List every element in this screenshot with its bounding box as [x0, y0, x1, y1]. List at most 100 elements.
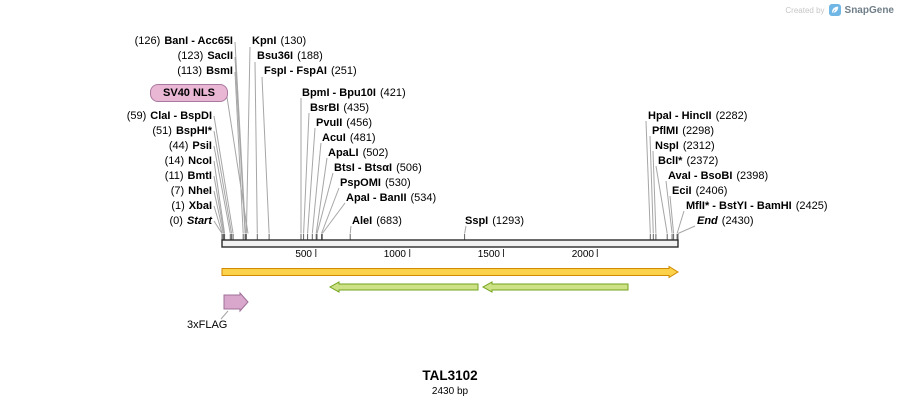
- site-pos: (113): [177, 65, 203, 77]
- site-pos: (44): [168, 140, 189, 152]
- label-bpmi-bpu10i: BpmI - Bpu10I (421): [302, 87, 406, 100]
- label-sspi: SspI (1293): [465, 215, 524, 228]
- label-ncoi: (14) NcoI: [165, 155, 212, 168]
- label-pvuii: PvuII (456): [316, 117, 372, 130]
- map-title: TAL3102: [422, 368, 478, 383]
- ruler-ticks: [315, 249, 598, 257]
- enzyme-name: ApaI - BanII: [346, 192, 407, 204]
- enzyme-name: BpmI - Bpu10I: [302, 87, 376, 99]
- created-by-text: Created by: [785, 5, 825, 15]
- label-xbai: (1) XbaI: [171, 200, 212, 213]
- label-bani-acc65i: (126) BanI - Acc65I: [135, 35, 233, 48]
- site-pos: (534): [410, 192, 437, 204]
- ruler-label-2000: 2000: [571, 249, 594, 260]
- enzyme-name: KpnI: [252, 35, 277, 47]
- label-sacii: (123) SacII: [178, 50, 233, 63]
- site-pos: (2430): [721, 215, 754, 227]
- label-bmti: (11) BmtI: [165, 170, 212, 183]
- site-pos: (251): [330, 65, 357, 77]
- label-end: End (2430): [697, 215, 754, 228]
- enzyme-name: BmtI: [187, 170, 212, 182]
- ruler-label-500: 500: [295, 249, 312, 260]
- enzyme-name: Bsu36I: [257, 50, 294, 62]
- enzyme-name: AcuI: [322, 132, 346, 144]
- enzyme-name: SacII: [207, 50, 233, 62]
- label-nhei: (7) NheI: [171, 185, 212, 198]
- enzyme-name: PvuII: [316, 117, 343, 129]
- enzyme-name: BsrBI: [310, 102, 340, 114]
- site-pos: (421): [379, 87, 406, 99]
- sv40-leader-line: [226, 96, 249, 234]
- enzyme-name: BspHI*: [175, 125, 212, 137]
- label-bsrbi: BsrBI (435): [310, 102, 369, 115]
- map-length: 2430 bp: [431, 386, 469, 397]
- flag-feature-arrow: [223, 291, 249, 313]
- site-pos: (123): [177, 50, 204, 62]
- site-pos: (188): [297, 50, 323, 62]
- label-bsu36i: Bsu36I (188): [257, 50, 323, 63]
- label-kpni: KpnI (130): [252, 35, 306, 48]
- label-hpai-hincii: HpaI - HincII (2282): [648, 110, 747, 123]
- ruler-label-1000: 1000: [383, 249, 406, 260]
- enzyme-name: FspI - FspAI: [264, 65, 327, 77]
- site-pos: (126): [134, 35, 161, 47]
- site-pos: (2398): [736, 170, 769, 182]
- enzyme-name: NcoI: [188, 155, 212, 167]
- site-pos: (14): [164, 155, 185, 167]
- enzyme-name: SspI: [465, 215, 489, 227]
- site-pos: (130): [280, 35, 307, 47]
- snapgene-watermark: Created by SnapGene: [785, 4, 894, 16]
- site-pos: (506): [396, 162, 422, 174]
- sequence-bar: [221, 239, 679, 248]
- site-pos: (502): [362, 147, 389, 159]
- green-arrow-2: [481, 281, 629, 293]
- site-pos: (2298): [682, 125, 715, 137]
- leader-lines: [213, 41, 696, 320]
- sv40-nls-feature-label: SV40 NLS: [150, 84, 228, 102]
- flag-leader-line: [220, 310, 229, 320]
- enzyme-name: XbaI: [188, 200, 212, 212]
- label-pflmi: PflMI (2298): [652, 125, 714, 138]
- site-pos: (2425): [795, 200, 828, 212]
- label-start: (0) Start: [169, 215, 212, 228]
- site-pos: (2282): [715, 110, 748, 122]
- ruler-label-1500: 1500: [477, 249, 500, 260]
- site-pos: (530): [384, 177, 411, 189]
- forward-strand-arrow: [221, 265, 679, 279]
- site-pos: (11): [164, 170, 184, 182]
- label-acui: AcuI (481): [322, 132, 376, 145]
- site-pos: (435): [343, 102, 370, 114]
- label-alei: AleI (683): [352, 215, 402, 228]
- enzyme-name: PspOMI: [340, 177, 381, 189]
- enzyme-name: BanI - Acc65I: [164, 35, 233, 47]
- label-ecii: EciI (2406): [672, 185, 727, 198]
- site-pos: (481): [349, 132, 376, 144]
- enzyme-name: PflMI: [652, 125, 679, 137]
- label-bsphi: (51) BspHI*: [152, 125, 212, 138]
- label-apai-banii: ApaI - BanII (534): [346, 192, 436, 205]
- site-pos: (51): [152, 125, 172, 137]
- enzyme-name: EciI: [672, 185, 692, 197]
- snapgene-brand-text: SnapGene: [844, 4, 894, 16]
- site-pos: (456): [346, 117, 372, 129]
- label-apali: ApaLI (502): [328, 147, 388, 160]
- site-pos: (59): [126, 110, 147, 122]
- label-psii: (44) PsiI: [169, 140, 212, 153]
- label-avai-bsobi: AvaI - BsoBI (2398): [668, 170, 768, 183]
- site-pos: (1): [171, 200, 185, 212]
- label-clai-bspdi: (59) ClaI - BspDI: [127, 110, 212, 123]
- enzyme-name: PsiI: [192, 140, 212, 152]
- enzyme-name: ClaI - BspDI: [150, 110, 212, 122]
- label-btsi-btsai: BtsI - BtsαI (506): [334, 162, 422, 175]
- label-mfli-bstyi-bamhi: MflI* - BstYI - BamHI (2425): [686, 200, 828, 213]
- start-marker: Start: [186, 215, 212, 227]
- site-pos: (683): [376, 215, 402, 227]
- enzyme-name: MflI* - BstYI - BamHI: [686, 200, 792, 212]
- site-pos: (1293): [492, 215, 525, 227]
- site-pos: (2312): [682, 140, 715, 152]
- label-bcli: BclI* (2372): [658, 155, 718, 168]
- snapgene-leaf-icon: [828, 4, 841, 16]
- enzyme-name: HpaI - HincII: [648, 110, 712, 122]
